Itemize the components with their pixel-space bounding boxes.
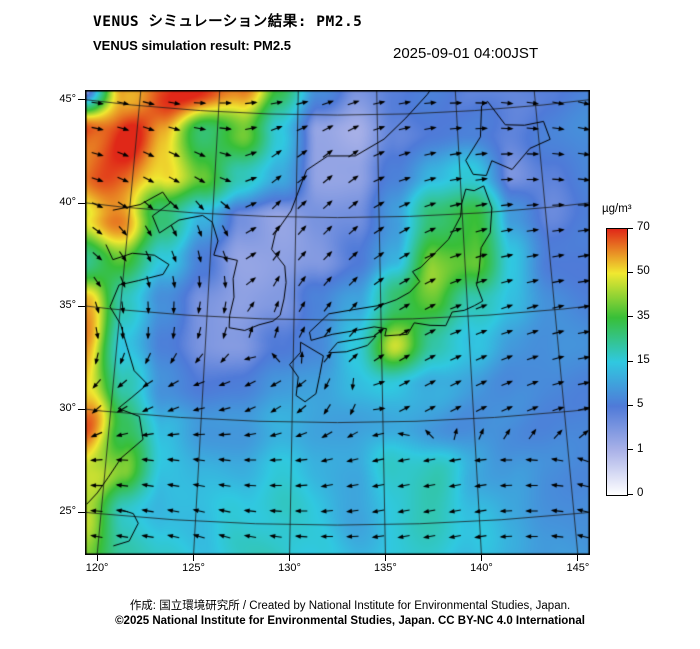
colorbar-tick	[628, 449, 633, 451]
colorbar-tick	[628, 271, 633, 273]
colorbar-tick-label: 1	[637, 442, 644, 455]
pm25-map-canvas	[85, 90, 590, 555]
lat-tick-label: 25°	[59, 505, 76, 518]
lon-tick	[480, 555, 482, 561]
page-title-english: VENUS simulation result: PM2.5	[93, 38, 291, 53]
lon-tick-label: 135°	[374, 562, 397, 574]
lat-tick	[78, 305, 85, 307]
lat-tick-label: 35°	[59, 299, 76, 312]
colorbar-tick-label: 50	[637, 265, 650, 278]
colorbar-unit-label: µg/m³	[602, 203, 632, 215]
colorbar-tick-label: 70	[637, 221, 650, 233]
colorbar-tick	[628, 227, 633, 229]
lat-tick	[78, 202, 85, 204]
lat-tick-label: 40°	[59, 196, 76, 209]
lat-tick	[78, 408, 85, 410]
colorbar-tick-label: 5	[637, 398, 644, 411]
lon-tick-label: 125°	[182, 562, 205, 574]
timestamp: 2025-09-01 04:00JST	[393, 45, 539, 62]
lon-tick	[577, 555, 579, 561]
colorbar-tick	[628, 493, 633, 495]
colorbar-tick	[628, 316, 633, 318]
colorbar-tick	[628, 360, 633, 362]
lat-tick-label: 45°	[59, 92, 76, 105]
lat-tick	[78, 511, 85, 513]
lon-tick	[193, 555, 195, 561]
lat-tick	[78, 99, 85, 101]
lon-tick	[96, 555, 98, 561]
lon-tick-label: 145°	[566, 562, 590, 574]
colorbar	[606, 228, 628, 496]
lat-tick-label: 30°	[59, 402, 76, 415]
footer-credit: 作成: 国立環境研究所 / Created by National Instit…	[129, 600, 571, 612]
lon-tick	[384, 555, 386, 561]
colorbar-tick	[628, 404, 633, 406]
colorbar-tick-label: 0	[637, 487, 644, 499]
lon-tick	[289, 555, 291, 561]
lon-tick-label: 120°	[85, 562, 109, 574]
lon-tick-label: 140°	[470, 562, 493, 574]
colorbar-tick-label: 35	[637, 309, 650, 322]
page-title-japanese: VENUS シミュレーション結果: PM2.5	[93, 14, 363, 30]
colorbar-tick-label: 15	[637, 354, 650, 366]
lon-tick-label: 130°	[278, 562, 301, 574]
footer-license: ©2025 National Institute for Environment…	[115, 615, 585, 627]
